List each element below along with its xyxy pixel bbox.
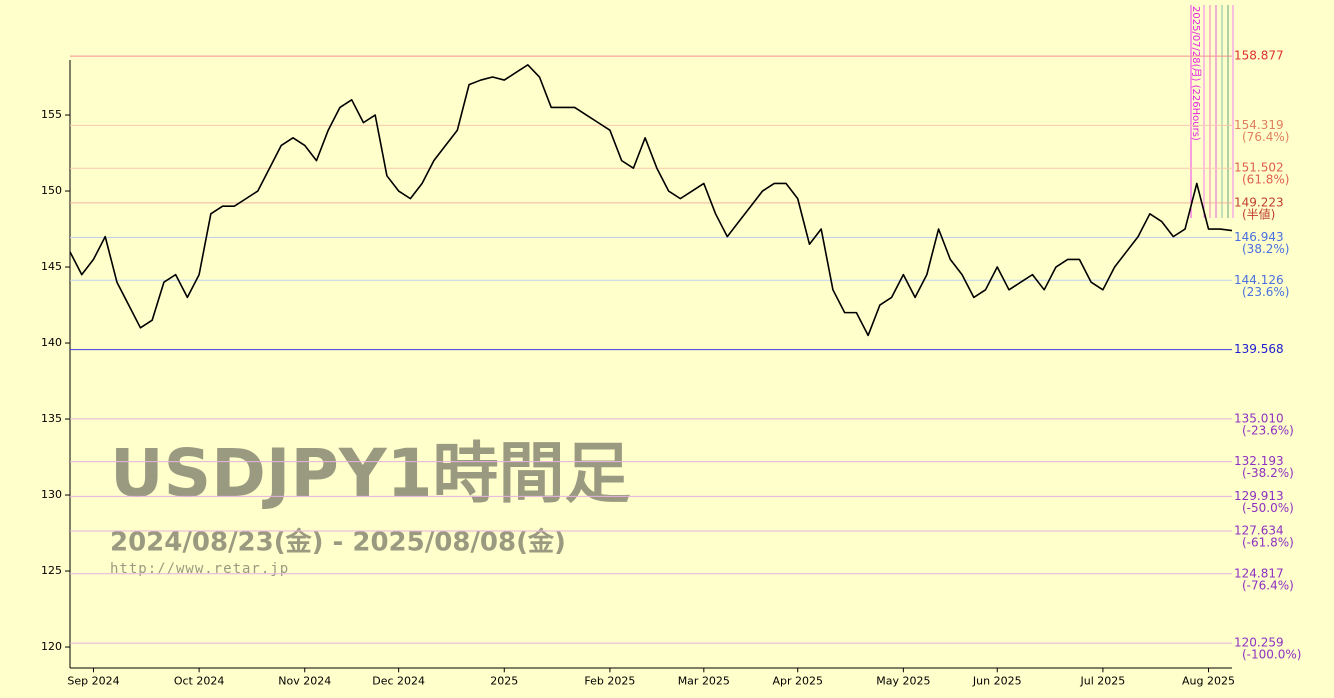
x-tick-label: May 2025 bbox=[876, 674, 930, 687]
level-ratio: (-23.6%) bbox=[1242, 423, 1294, 437]
y-tick-label: 145 bbox=[41, 260, 62, 273]
x-tick-label: Dec 2024 bbox=[372, 674, 425, 687]
level-ratio: (61.8%) bbox=[1242, 173, 1289, 187]
y-tick-label: 120 bbox=[41, 640, 62, 653]
x-tick-label: Nov 2024 bbox=[278, 674, 331, 687]
level-label: 124.817 bbox=[1234, 566, 1284, 580]
level-label: 132.193 bbox=[1234, 454, 1284, 468]
y-tick-label: 130 bbox=[41, 488, 62, 501]
price-line bbox=[69, 64, 1233, 337]
level-ratio: (76.4%) bbox=[1242, 130, 1289, 144]
y-tick-label: 150 bbox=[41, 184, 62, 197]
watermark-subtitle: 2024/08/23(金) - 2025/08/08(金) bbox=[110, 527, 566, 558]
level-ratio: (23.6%) bbox=[1242, 285, 1289, 299]
y-tick-label: 155 bbox=[41, 108, 62, 121]
level-ratio: (38.2%) bbox=[1242, 242, 1289, 256]
x-tick-label: 2025 bbox=[490, 674, 518, 687]
y-tick-label: 125 bbox=[41, 564, 62, 577]
x-tick-label: Aug 2025 bbox=[1182, 674, 1235, 687]
annotation-lines bbox=[1190, 5, 1234, 218]
level-label: 127.634 bbox=[1234, 523, 1284, 537]
level-label: 144.126 bbox=[1234, 273, 1284, 287]
level-label: 151.502 bbox=[1234, 161, 1284, 175]
time-annotation: 2025/07/28(月) (226Hours) bbox=[1190, 6, 1202, 141]
level-ratio: (-76.4%) bbox=[1242, 578, 1294, 592]
x-tick-label: Jul 2025 bbox=[1080, 674, 1126, 687]
level-label: 139.568 bbox=[1234, 342, 1284, 356]
level-ratio: (-50.0%) bbox=[1242, 501, 1294, 515]
level-label: 154.319 bbox=[1234, 118, 1284, 132]
level-label: 149.223 bbox=[1234, 195, 1284, 209]
level-ratio: (-38.2%) bbox=[1242, 466, 1294, 480]
level-ratio: (-100.0%) bbox=[1242, 648, 1301, 662]
level-label: 129.913 bbox=[1234, 489, 1284, 503]
level-label: 158.877 bbox=[1234, 49, 1284, 63]
x-tick-label: Jun 2025 bbox=[972, 674, 1022, 687]
level-ratio: (-61.8%) bbox=[1242, 535, 1294, 549]
watermark-url: http://www.retar.jp bbox=[110, 561, 289, 577]
level-ratio: (半値) bbox=[1242, 206, 1275, 221]
level-label: 135.010 bbox=[1234, 411, 1284, 425]
x-tick-label: Apr 2025 bbox=[772, 674, 823, 687]
x-tick-label: Feb 2025 bbox=[584, 674, 635, 687]
watermark-title: USDJPY1時間足 bbox=[110, 435, 631, 512]
y-tick-label: 135 bbox=[41, 412, 62, 425]
x-tick-label: Mar 2025 bbox=[678, 674, 730, 687]
watermark: USDJPY1時間足 2024/08/23(金) - 2025/08/08(金)… bbox=[110, 435, 631, 577]
level-label: 146.943 bbox=[1234, 230, 1284, 244]
y-tick-label: 140 bbox=[41, 336, 62, 349]
level-label: 120.259 bbox=[1234, 636, 1284, 650]
x-tick-label: Sep 2024 bbox=[67, 674, 119, 687]
x-tick-label: Oct 2024 bbox=[174, 674, 225, 687]
